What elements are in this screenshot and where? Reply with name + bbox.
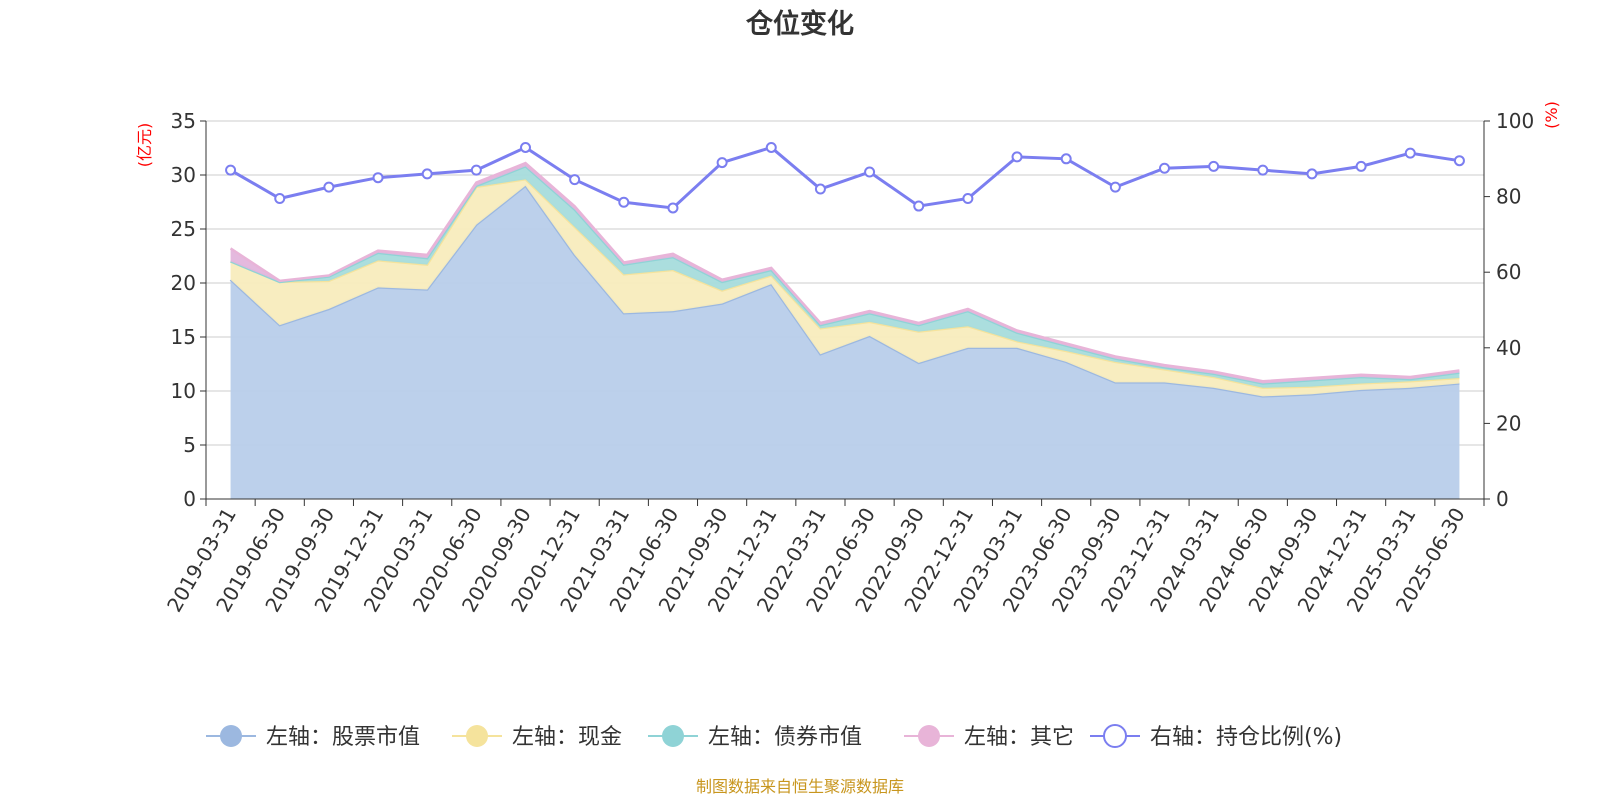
right-tick-label: 60 xyxy=(1496,260,1521,284)
legend-item[interactable]: 左轴：其它 xyxy=(904,725,1074,750)
right-axis-unit: (%) xyxy=(1542,101,1561,129)
ratio-point xyxy=(716,157,728,169)
legend-label: 左轴：债券市值 xyxy=(708,725,862,750)
legend-item[interactable]: 左轴：债券市值 xyxy=(648,725,862,750)
legend-label: 左轴：现金 xyxy=(512,725,622,750)
ratio-point xyxy=(1109,181,1121,193)
left-tick-label: 25 xyxy=(171,217,196,241)
ratio-point xyxy=(1257,164,1269,176)
right-tick-label: 0 xyxy=(1496,487,1509,511)
left-tick-label: 0 xyxy=(183,487,196,511)
ratio-point xyxy=(372,172,384,184)
left-tick-label: 5 xyxy=(183,433,196,457)
left-axis-unit: (亿元) xyxy=(135,123,154,168)
ratio-point xyxy=(1355,160,1367,172)
ratio-point xyxy=(1306,168,1318,180)
ratio-point xyxy=(569,174,581,186)
ratio-point xyxy=(864,166,876,178)
right-tick-label: 20 xyxy=(1496,411,1521,435)
ratio-point xyxy=(1208,160,1220,172)
ratio-point xyxy=(765,141,777,153)
ratio-line xyxy=(229,145,1460,210)
legend-label: 右轴：持仓比例(%) xyxy=(1150,725,1342,750)
ratio-point xyxy=(913,200,925,212)
legend-item[interactable]: 左轴：现金 xyxy=(452,725,622,750)
ratio-point xyxy=(323,181,335,193)
ratio-point xyxy=(225,164,237,176)
ratio-point xyxy=(470,164,482,176)
ratio-point xyxy=(1060,153,1072,165)
footer-source: 制图数据来自恒生聚源数据库 xyxy=(696,777,904,796)
right-tick-label: 100 xyxy=(1496,109,1534,133)
ratio-point xyxy=(1159,162,1170,174)
area-band xyxy=(230,185,1460,500)
legend-item[interactable]: 右轴：持仓比例(%) xyxy=(1090,724,1342,750)
stacked-areas xyxy=(229,161,1460,500)
legend: 左轴：股票市值 左轴：现金 左轴：债券市值 左轴：其它 右轴：持仓比例(%) xyxy=(206,724,1342,750)
ratio-line-group xyxy=(225,141,1465,214)
right-tick-label: 80 xyxy=(1496,185,1521,209)
left-tick-label: 30 xyxy=(171,163,196,187)
left-tick-label: 15 xyxy=(171,325,196,349)
legend-dot-icon xyxy=(918,725,940,747)
left-tick-label: 10 xyxy=(171,379,196,403)
ratio-point xyxy=(962,192,974,204)
ratio-point xyxy=(421,168,433,180)
legend-dot-icon xyxy=(220,725,242,747)
left-tick-label: 35 xyxy=(171,109,196,133)
ratio-point xyxy=(667,202,679,214)
ratio-point xyxy=(1011,151,1023,163)
area-top-line xyxy=(229,161,1460,383)
ratio-point xyxy=(274,192,286,204)
legend-label: 左轴：股票市值 xyxy=(266,725,420,750)
legend-dot-icon xyxy=(662,725,684,747)
ratio-point xyxy=(520,141,531,153)
ratio-point xyxy=(1453,155,1465,167)
left-tick-label: 20 xyxy=(171,271,196,295)
ratio-point xyxy=(1404,147,1416,159)
legend-label: 左轴：其它 xyxy=(964,725,1074,750)
chart-title: 仓位变化 xyxy=(745,8,854,40)
legend-item[interactable]: 左轴：股票市值 xyxy=(206,725,420,750)
ratio-point xyxy=(814,183,826,195)
ratio-point xyxy=(618,196,630,208)
legend-dot-icon xyxy=(466,725,488,747)
legend-ring-icon xyxy=(1103,724,1127,748)
right-tick-label: 40 xyxy=(1496,336,1521,360)
